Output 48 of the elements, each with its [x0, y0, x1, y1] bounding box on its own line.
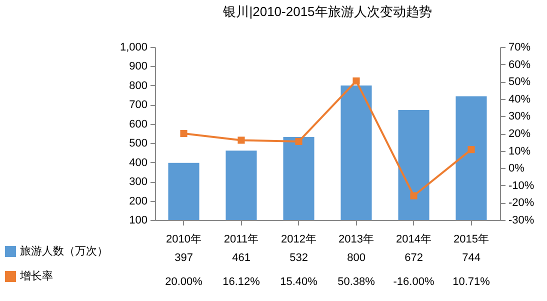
y-tick-label: 100	[129, 214, 148, 226]
y2-tick-label: -30%	[508, 214, 534, 226]
data-label: 672	[404, 252, 423, 264]
data-label: -16.00%	[393, 276, 434, 288]
x-tick-label: 2014年	[396, 234, 432, 246]
y-tick-label: 700	[129, 99, 148, 112]
point	[410, 192, 418, 200]
data-label: 10.71%	[452, 276, 490, 288]
legend-label: 旅游人数（万次）	[20, 244, 108, 258]
point	[180, 130, 188, 138]
point	[468, 146, 475, 154]
y2-tick-label: -20%	[508, 197, 534, 210]
x-tick-label: 2011年	[224, 234, 259, 246]
y2-tick-label: 30%	[508, 110, 531, 123]
y-tick-label: 1,000	[120, 42, 148, 54]
y-tick-label: 600	[129, 118, 148, 130]
y2-tick-label: 70%	[508, 42, 531, 54]
point	[238, 136, 245, 144]
y2-tick-label: -10%	[508, 180, 534, 192]
x-tick-label: 2015年	[454, 234, 489, 246]
data-label: 50.38%	[338, 276, 376, 288]
y-tick-label: 200	[129, 195, 148, 208]
chart-title: 银川|2010-2015年旅游人次变动趋势	[222, 4, 432, 19]
y2-tick-label: 0%	[508, 162, 525, 175]
data-label: 532	[290, 252, 308, 264]
point	[295, 138, 302, 145]
y-tick-label: 400	[129, 156, 148, 169]
x-tick-label: 2012年	[281, 234, 316, 246]
y-tick-label: 900	[129, 60, 148, 73]
data-label: 800	[347, 252, 366, 264]
y-tick-label: 300	[129, 176, 148, 188]
x-tick-label: 2010年	[166, 234, 202, 246]
data-label: 461	[232, 252, 250, 264]
y2-tick-label: 40%	[508, 93, 531, 106]
data-label: 744	[462, 252, 480, 264]
y2-tick-label: 10%	[508, 145, 531, 158]
data-label: 15.40%	[280, 276, 318, 288]
y-tick-label: 500	[129, 138, 148, 150]
y2-tick-label: 20%	[508, 128, 531, 140]
legend-label: 增长率	[19, 270, 53, 282]
y-tick-label: 800	[129, 80, 148, 92]
data-label: 16.12%	[222, 276, 260, 288]
y2-tick-label: 50%	[508, 76, 531, 88]
data-label: 397	[174, 252, 193, 264]
y2-tick-label: 60%	[508, 58, 531, 71]
x-tick-label: 2013年	[338, 234, 374, 246]
point	[352, 77, 360, 84]
data-label: 20.00%	[165, 276, 203, 288]
